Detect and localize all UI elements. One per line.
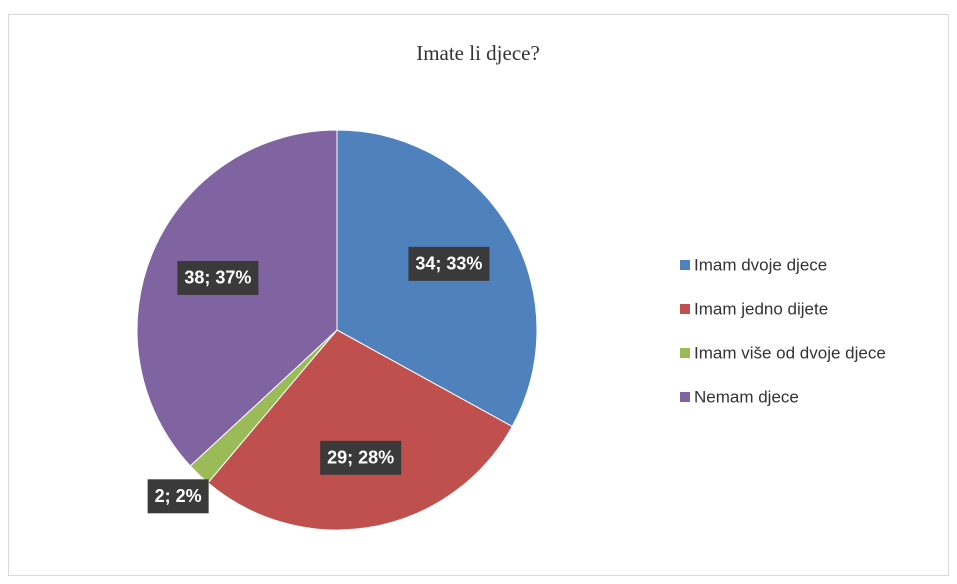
- data-label: 34; 33%: [415, 254, 482, 274]
- legend-swatch: [680, 392, 690, 402]
- legend-box: [664, 225, 948, 421]
- legend-swatch: [680, 348, 690, 358]
- data-label-box: [147, 479, 209, 514]
- legend-label: Imam dvoje djece: [694, 255, 827, 274]
- data-label: 2; 2%: [155, 486, 202, 506]
- legend-swatch: [680, 260, 690, 270]
- data-label-box: [177, 260, 259, 295]
- data-label-box: [320, 440, 402, 475]
- chart-title: Imate li djece?: [416, 41, 540, 65]
- data-label: 38; 37%: [184, 268, 251, 288]
- legend-label: Nemam djece: [694, 387, 799, 406]
- pie-slice: [136, 129, 338, 467]
- legend-swatch: [680, 304, 690, 314]
- legend-label: Imam više od dvoje djece: [694, 343, 886, 362]
- data-label-box: [408, 246, 490, 281]
- pie-slice: [207, 329, 513, 531]
- data-label: 29; 28%: [327, 448, 394, 468]
- legend-label: Imam jedno dijete: [694, 299, 828, 318]
